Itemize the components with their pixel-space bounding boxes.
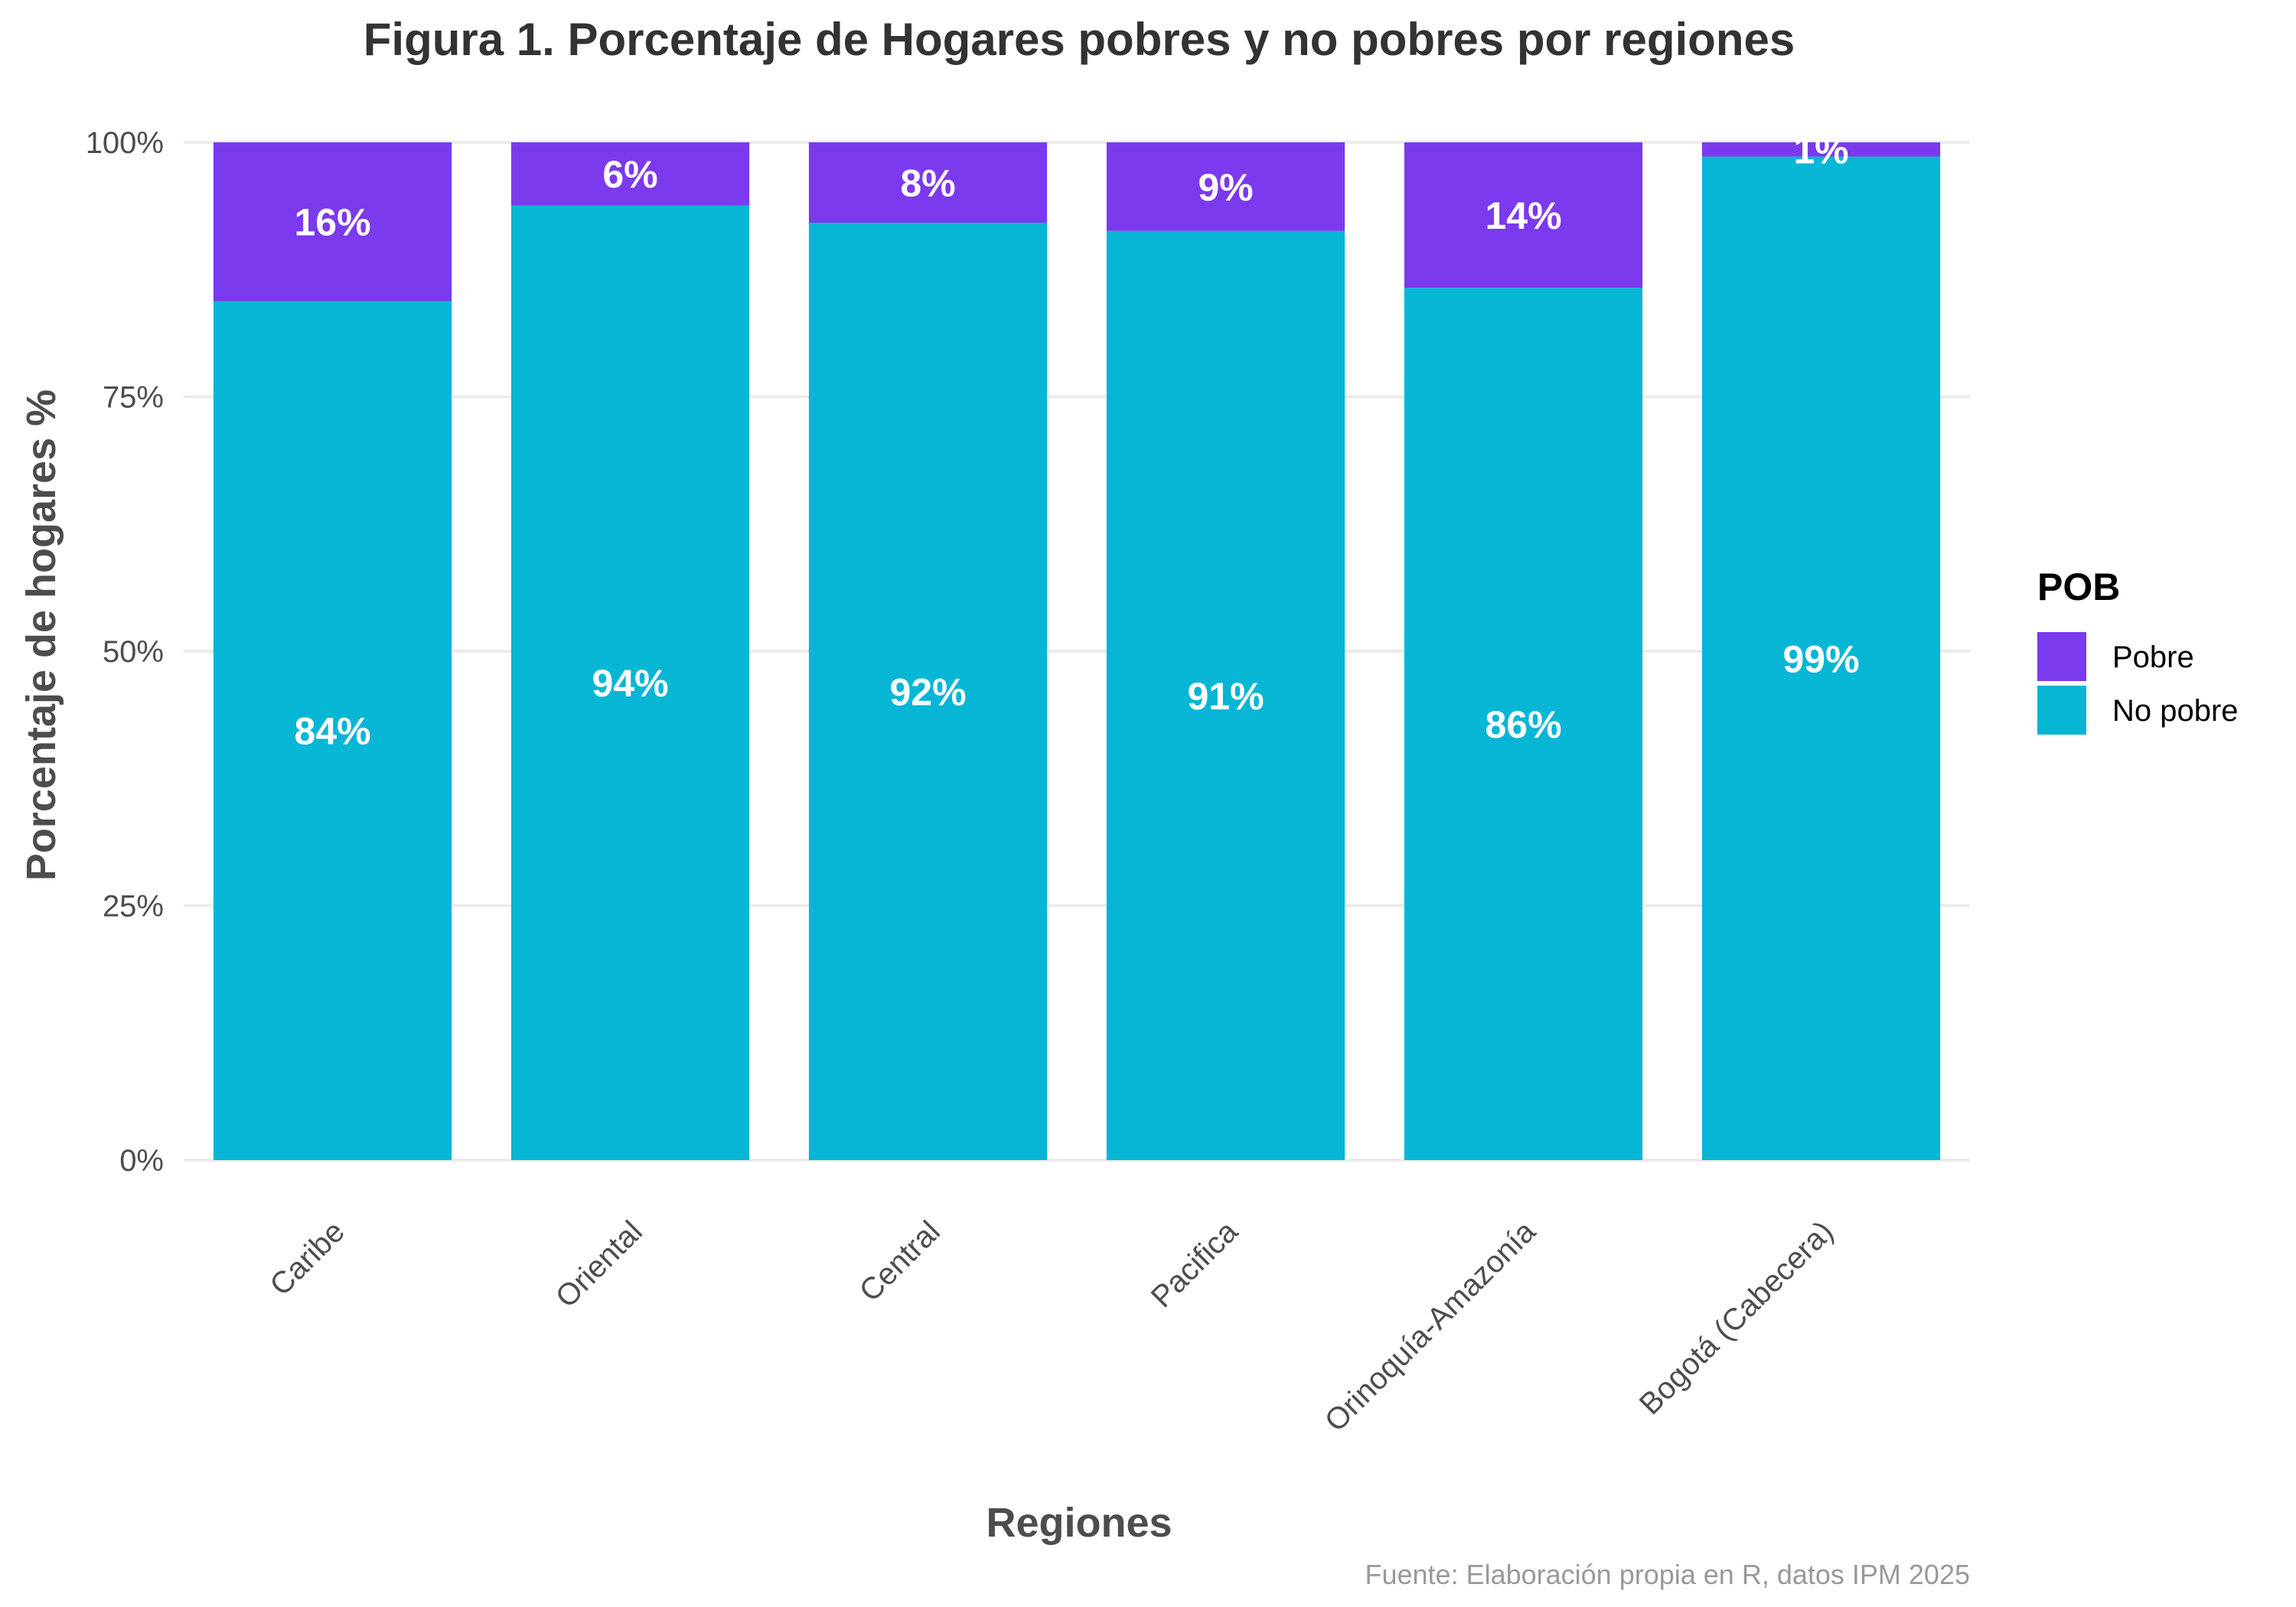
bar-no-pobre bbox=[510, 205, 750, 1161]
bar-pobre bbox=[808, 142, 1048, 223]
bar-no-pobre bbox=[808, 223, 1048, 1160]
bar-pobre bbox=[1701, 142, 1941, 157]
bar-pobre bbox=[213, 142, 452, 302]
bar-value-label: 16% bbox=[294, 201, 370, 244]
legend-swatch bbox=[2037, 632, 2086, 681]
bar-value-label: 6% bbox=[602, 153, 657, 196]
bar-pobre bbox=[1106, 142, 1345, 231]
legend: POB Pobre No pobre bbox=[2037, 566, 2239, 735]
legend-swatch bbox=[2037, 686, 2086, 735]
bar-value-label: 1% bbox=[1793, 129, 1848, 171]
y-tick-label: 75% bbox=[103, 381, 164, 415]
bar-value-label: 91% bbox=[1187, 675, 1264, 718]
bar-no-pobre bbox=[1701, 156, 1941, 1160]
legend-label: No pobre bbox=[2112, 694, 2239, 728]
bars: 84% 16% 94% 6% 92% 8% 91% 9% 86% 14% 99% 1% bbox=[213, 129, 1941, 1161]
y-axis-ticks: 0% 25% 50% 75% 100% bbox=[86, 126, 164, 1178]
bar-value-label: 99% bbox=[1782, 637, 1859, 680]
bar-value-label: 84% bbox=[294, 710, 370, 753]
grid bbox=[184, 141, 1970, 1162]
x-tick-label: Central bbox=[853, 1214, 947, 1308]
x-axis-title: Regiones bbox=[986, 1500, 1172, 1546]
x-tick-label: Caribe bbox=[263, 1214, 351, 1302]
legend-title: POB bbox=[2037, 566, 2120, 608]
bar-value-label: 14% bbox=[1485, 194, 1561, 237]
y-tick-label: 25% bbox=[103, 890, 164, 924]
bar-no-pobre bbox=[1106, 230, 1345, 1161]
bar-no-pobre bbox=[1404, 288, 1643, 1161]
bar-value-label: 8% bbox=[900, 162, 955, 205]
x-tick-label: Orinoquía-Amazonía bbox=[1319, 1214, 1543, 1439]
chart-caption: Fuente: Elaboración propia en R, datos I… bbox=[1365, 1559, 1971, 1590]
y-tick-label: 100% bbox=[86, 126, 164, 160]
bar-pobre bbox=[1404, 142, 1643, 288]
y-tick-label: 50% bbox=[103, 635, 164, 669]
bar-no-pobre bbox=[213, 301, 452, 1161]
y-tick-label: 0% bbox=[119, 1144, 164, 1178]
bar-value-label: 86% bbox=[1485, 703, 1561, 746]
x-tick-label: Pacifica bbox=[1145, 1214, 1245, 1315]
legend-label: Pobre bbox=[2112, 641, 2194, 674]
chart-title: Figura 1. Porcentaje de Hogares pobres y… bbox=[364, 14, 1795, 65]
bar-pobre bbox=[510, 142, 750, 206]
x-tick-label: Bogotá (Cabecera) bbox=[1633, 1214, 1840, 1421]
bar-value-label: 92% bbox=[889, 671, 966, 714]
bar-value-label: 94% bbox=[592, 662, 668, 705]
y-axis-title: Porcentaje de hogares % bbox=[18, 390, 64, 881]
x-axis-ticks: Caribe Oriental Central Pacifica Orinoquía-A… bbox=[263, 1214, 1839, 1439]
bar-value-label: 9% bbox=[1198, 166, 1253, 209]
x-tick-label: Oriental bbox=[550, 1214, 649, 1314]
